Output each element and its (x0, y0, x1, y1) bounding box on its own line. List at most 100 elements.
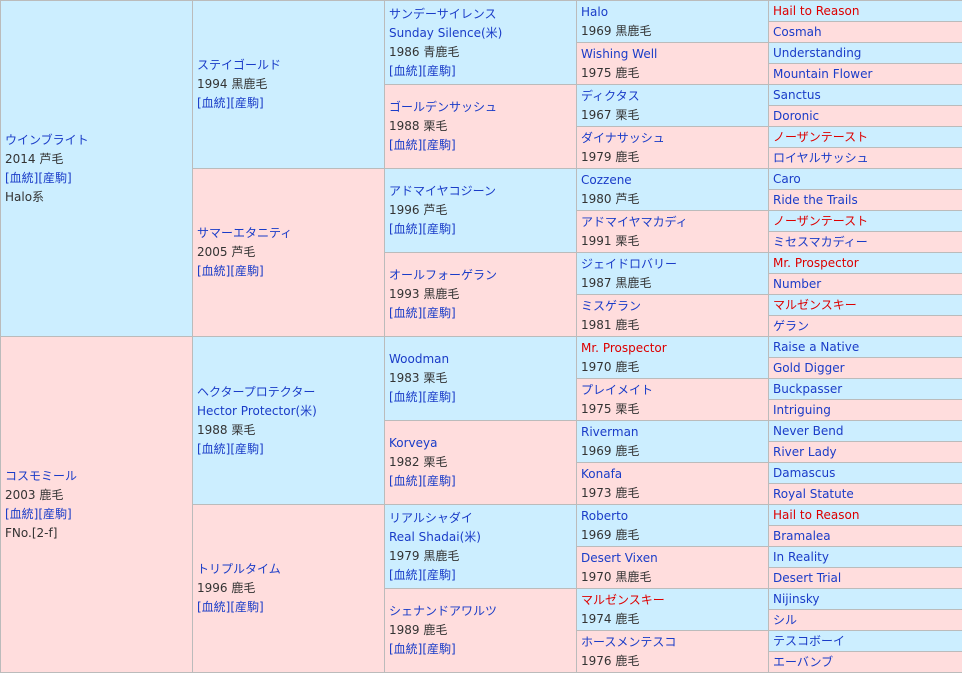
horse-name-link[interactable]: Nijinsky (773, 591, 820, 606)
horse-name-link[interactable]: オールフォーゲラン (389, 268, 498, 282)
horse-name-link[interactable]: シル (773, 612, 798, 627)
horse-name-link[interactable]: Raise a Native (773, 339, 860, 354)
horse-name-link[interactable]: ノーザンテースト (773, 129, 869, 144)
horse-name-link[interactable]: Wishing Well (581, 46, 658, 61)
horse-info: 2014 芦毛 (5, 151, 64, 166)
horse-name-link[interactable]: ゴールデンサッシュ (389, 100, 498, 114)
gen5-cell: Caro (768, 168, 962, 190)
horse-name-link[interactable]: ディクタス (581, 88, 640, 103)
horse-name-link[interactable]: Bramalea (773, 528, 831, 543)
horse-name-link[interactable]: ノーザンテースト (773, 213, 869, 228)
horse-name-link[interactable]: Riverman (581, 424, 639, 439)
pedigree-progeny-links[interactable]: [血統][産駒] (5, 506, 72, 521)
horse-name-link[interactable]: Mountain Flower (773, 66, 873, 81)
horse-alt-name-link[interactable]: Hector Protector(米) (197, 403, 317, 418)
horse-name-link[interactable]: Mr. Prospector (773, 255, 859, 270)
pedigree-progeny-links[interactable]: [血統][産駒] (389, 222, 456, 236)
horse-name-link[interactable]: Korveya (389, 436, 438, 450)
horse-name-link[interactable]: Hail to Reason (773, 3, 860, 18)
horse-name-link[interactable]: アドマイヤマカディ (581, 214, 688, 229)
gen2-cell: サマーエタニティ 2005 芦毛 [血統][産駒] (192, 168, 385, 337)
horse-name-link[interactable]: ジェイドロバリー (581, 256, 678, 271)
pedigree-progeny-links[interactable]: [血統][産駒] (197, 441, 264, 456)
pedigree-row: ロイヤルサッシュ (1, 147, 962, 169)
horse-name-link[interactable]: Halo (581, 4, 609, 19)
horse-name-link[interactable]: ステイゴールド (197, 58, 282, 72)
gen2-cell: ステイゴールド 1994 黒鹿毛 [血統][産駒] (192, 0, 385, 169)
horse-name-link[interactable]: Caro (773, 171, 801, 186)
horse-name-link[interactable]: Roberto (581, 508, 629, 523)
gen5-cell: River Lady (768, 441, 962, 463)
horse-info: 1967 栗毛 (581, 107, 640, 122)
horse-name-link[interactable]: ゲラン (773, 318, 810, 333)
horse-info: 1979 鹿毛 (581, 149, 640, 164)
horse-info: 1988 栗毛 (197, 422, 256, 437)
pedigree-progeny-links[interactable]: [血統][産駒] (389, 306, 456, 320)
horse-name-link[interactable]: ホースメンテスコ (581, 634, 677, 649)
horse-info: 1989 鹿毛 (389, 623, 448, 637)
pedigree-progeny-links[interactable]: [血統][産駒] (389, 390, 456, 404)
horse-name-link[interactable]: ミセスマカディー (773, 234, 868, 249)
horse-name-link[interactable]: マルゼンスキー (773, 297, 857, 312)
horse-name-link[interactable]: Woodman (389, 352, 450, 366)
horse-name-link[interactable]: Desert Vixen (581, 550, 658, 565)
pedigree-row: ホースメンテスコ 1976 鹿毛 テスコボーイ (1, 630, 962, 673)
horse-name-link[interactable]: Damascus (773, 465, 836, 480)
horse-name-link[interactable]: Desert Trial (773, 570, 842, 585)
horse-name-link[interactable]: ウインブライト (5, 132, 89, 147)
horse-name-link[interactable]: シェナンドアワルツ (389, 604, 498, 618)
gen5-cell: Gold Digger (768, 357, 962, 379)
horse-name-link[interactable]: Ride the Trails (773, 192, 858, 207)
gen4-cell: Halo 1969 黒鹿毛 (576, 0, 769, 43)
horse-name-link[interactable]: River Lady (773, 444, 837, 459)
horse-name-link[interactable]: コスモミール (5, 468, 78, 483)
horse-name-link[interactable]: In Reality (773, 549, 829, 564)
pedigree-row: ウインブライト 2014 芦毛 [血統][産駒] Halo系 ステイゴールド 1994 黒… (0, 0, 962, 337)
horse-info: 1994 黒鹿毛 (197, 77, 268, 91)
horse-name-link[interactable]: Hail to Reason (773, 507, 860, 522)
horse-name-link[interactable]: Number (773, 276, 822, 291)
horse-name-link[interactable]: Buckpasser (773, 381, 843, 396)
gen5-cell: Never Bend (768, 420, 962, 442)
pedigree-progeny-links[interactable]: [血統][産駒] (197, 96, 264, 110)
horse-name-link[interactable]: Intriguing (773, 402, 831, 417)
horse-name-link[interactable]: Mr. Prospector (581, 340, 667, 355)
horse-name-link[interactable]: マルゼンスキー (581, 592, 665, 607)
pedigree-progeny-links[interactable]: [血統][産駒] (5, 170, 72, 185)
horse-name-link[interactable]: サマーエタニティ (197, 226, 293, 240)
pedigree-progeny-links[interactable]: [血統][産駒] (197, 600, 264, 614)
pedigree-progeny-links[interactable]: [血統][産駒] (389, 567, 456, 582)
pedigree-progeny-links[interactable]: [血統][産駒] (389, 63, 456, 78)
horse-name-link[interactable]: エーバンブ (773, 654, 834, 669)
pedigree-progeny-links[interactable]: [血統][産駒] (197, 264, 264, 278)
horse-name-link[interactable]: Gold Digger (773, 360, 845, 375)
horse-name-link[interactable]: ロイヤルサッシュ (773, 150, 869, 165)
horse-name-link[interactable]: ヘクタープロテクター (197, 384, 316, 399)
horse-name-link[interactable]: Konafa (581, 466, 623, 481)
pedigree-progeny-links[interactable]: [血統][産駒] (389, 138, 456, 152)
pedigree-progeny-links[interactable]: [血統][産駒] (389, 474, 456, 488)
horse-name-link[interactable]: トリプルタイム (197, 562, 281, 576)
gen4-cell: Desert Vixen 1970 黒鹿毛 (576, 546, 769, 589)
horse-alt-name-link[interactable]: Real Shadai(米) (389, 529, 481, 544)
pedigree-row: Number (1, 273, 962, 295)
pedigree-row: オールフォーゲラン 1993 黒鹿毛 [血統][産駒] ジェイドロバリー 1987 黒鹿… (1, 252, 962, 337)
gen5-cell: シル (768, 609, 962, 631)
horse-name-link[interactable]: プレイメイト (581, 382, 654, 397)
horse-name-link[interactable]: サンデーサイレンス (389, 6, 497, 21)
horse-name-link[interactable]: Doronic (773, 108, 820, 123)
horse-name-link[interactable]: Never Bend (773, 423, 844, 438)
horse-name-link[interactable]: ミスゲラン (581, 298, 642, 313)
horse-name-link[interactable]: Cosmah (773, 24, 822, 39)
horse-name-link[interactable]: Cozzene (581, 172, 632, 187)
pedigree-progeny-links[interactable]: [血統][産駒] (389, 642, 456, 656)
horse-name-link[interactable]: リアルシャダイ (389, 510, 473, 525)
horse-name-link[interactable]: ダイナサッシュ (581, 130, 665, 145)
horse-name-link[interactable]: アドマイヤコジーン (389, 184, 497, 198)
horse-name-link[interactable]: Understanding (773, 45, 862, 60)
horse-name-link[interactable]: Royal Statute (773, 486, 854, 501)
horse-alt-name-link[interactable]: Sunday Silence(米) (389, 25, 503, 40)
horse-name-link[interactable]: Sanctus (773, 87, 821, 102)
horse-name-link[interactable]: テスコボーイ (773, 633, 846, 648)
pedigree-row: トリプルタイム 1996 鹿毛 [血統][産駒] リアルシャダイ Real Shadai… (1, 504, 962, 673)
